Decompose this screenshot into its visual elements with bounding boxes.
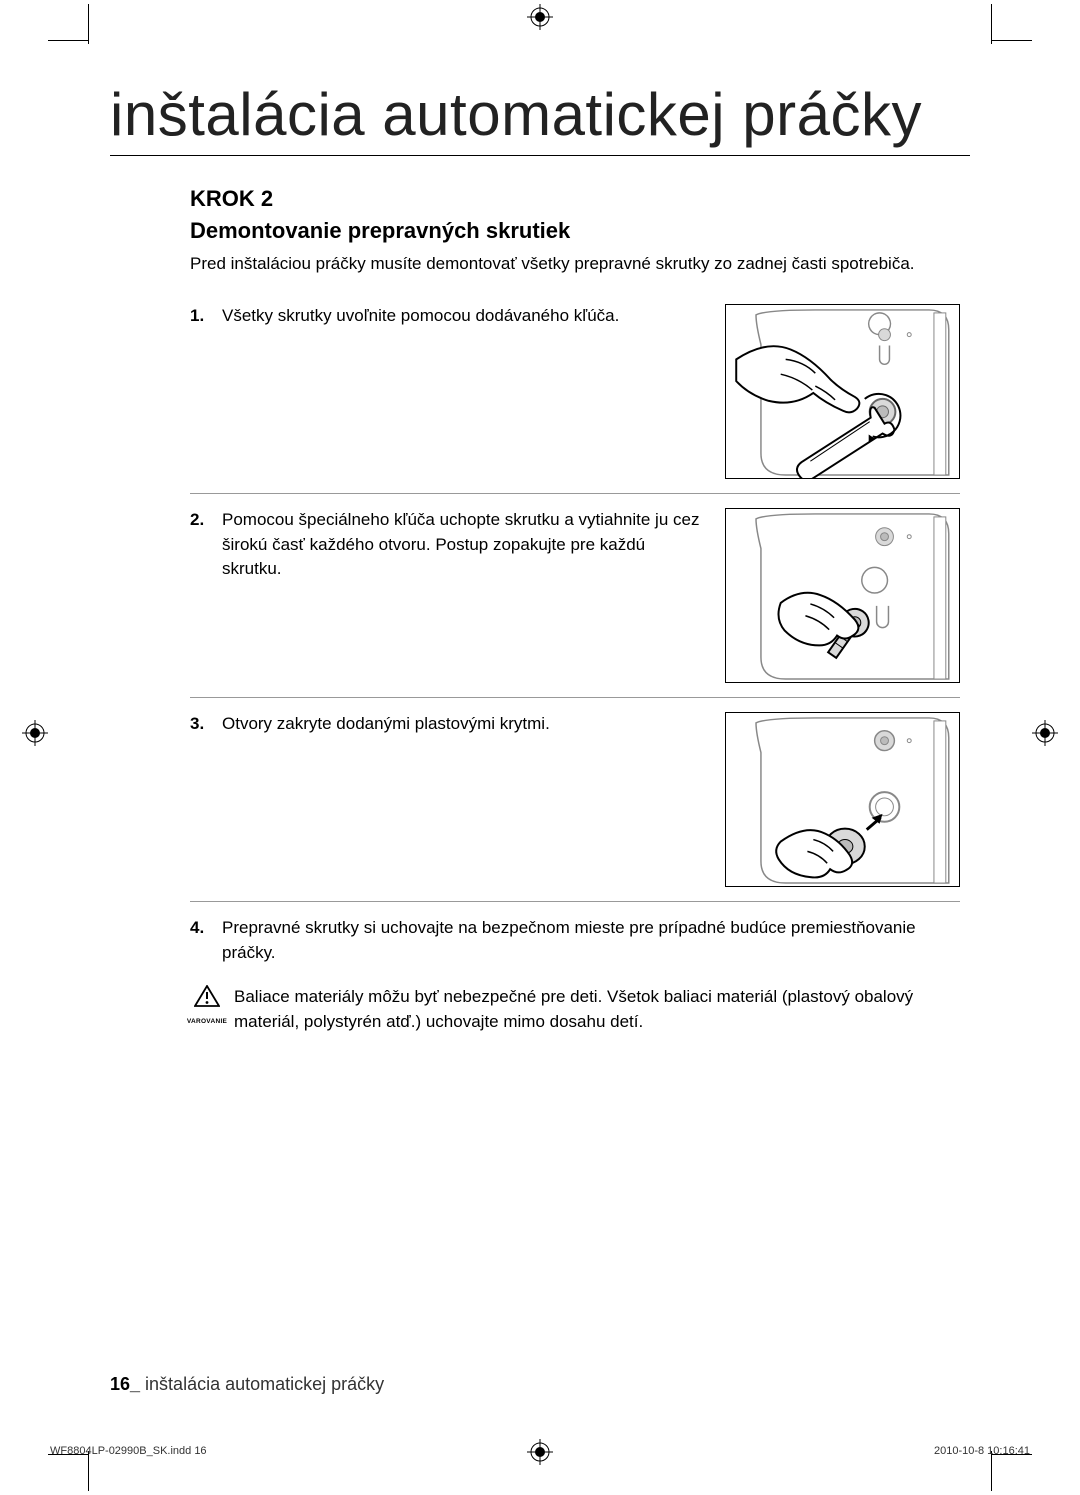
page-number: 16_: [110, 1374, 140, 1394]
item-text: Otvory zakryte dodanými plastovými krytm…: [222, 712, 705, 887]
warning-note: VAROVANIE Baliace materiály môžu byť neb…: [190, 985, 960, 1034]
item-text: Pomocou špeciálneho kľúča uchopte skrutk…: [222, 508, 705, 683]
item-number: 3.: [190, 712, 212, 887]
instruction-item: 1. Všetky skrutky uvoľnite pomocou dodáv…: [190, 290, 960, 493]
figure-remove-bolt: [725, 508, 960, 683]
item-text: Všetky skrutky uvoľnite pomocou dodávané…: [222, 304, 705, 479]
warning-label: VAROVANIE: [187, 1017, 227, 1026]
instruction-item: 4. Prepravné skrutky si uchovajte na bez…: [190, 901, 960, 979]
registration-mark-icon: [1032, 720, 1058, 746]
item-number: 2.: [190, 508, 212, 683]
figure-loosen-bolt: [725, 304, 960, 479]
item-number: 1.: [190, 304, 212, 479]
section-subtitle: Demontovanie prepravných skrutiek: [190, 218, 960, 244]
instruction-item: 3. Otvory zakryte dodanými plastovými kr…: [190, 697, 960, 901]
page-footer: 16_ inštalácia automatickej práčky: [110, 1374, 384, 1395]
figure-cover-holes: [725, 712, 960, 887]
warning-text: Baliace materiály môžu byť nebezpečné pr…: [234, 985, 960, 1034]
registration-mark-icon: [527, 4, 553, 30]
print-timestamp: 2010-10-8 10:16:41: [934, 1445, 1030, 1457]
registration-mark-icon: [22, 720, 48, 746]
print-filename: WF8804LP-02990B_SK.indd 16: [50, 1445, 207, 1457]
instruction-item: 2. Pomocou špeciálneho kľúča uchopte skr…: [190, 493, 960, 697]
warning-icon: [194, 985, 220, 1015]
page-title: inštalácia automatickej práčky: [110, 80, 970, 156]
intro-text: Pred inštaláciou práčky musíte demontova…: [190, 254, 960, 274]
item-text: Prepravné skrutky si uchovajte na bezpeč…: [222, 916, 960, 965]
item-number: 4.: [190, 916, 212, 965]
step-label: KROK 2: [190, 186, 960, 212]
registration-mark-icon: [527, 1439, 553, 1465]
footer-title: inštalácia automatickej práčky: [140, 1374, 384, 1394]
